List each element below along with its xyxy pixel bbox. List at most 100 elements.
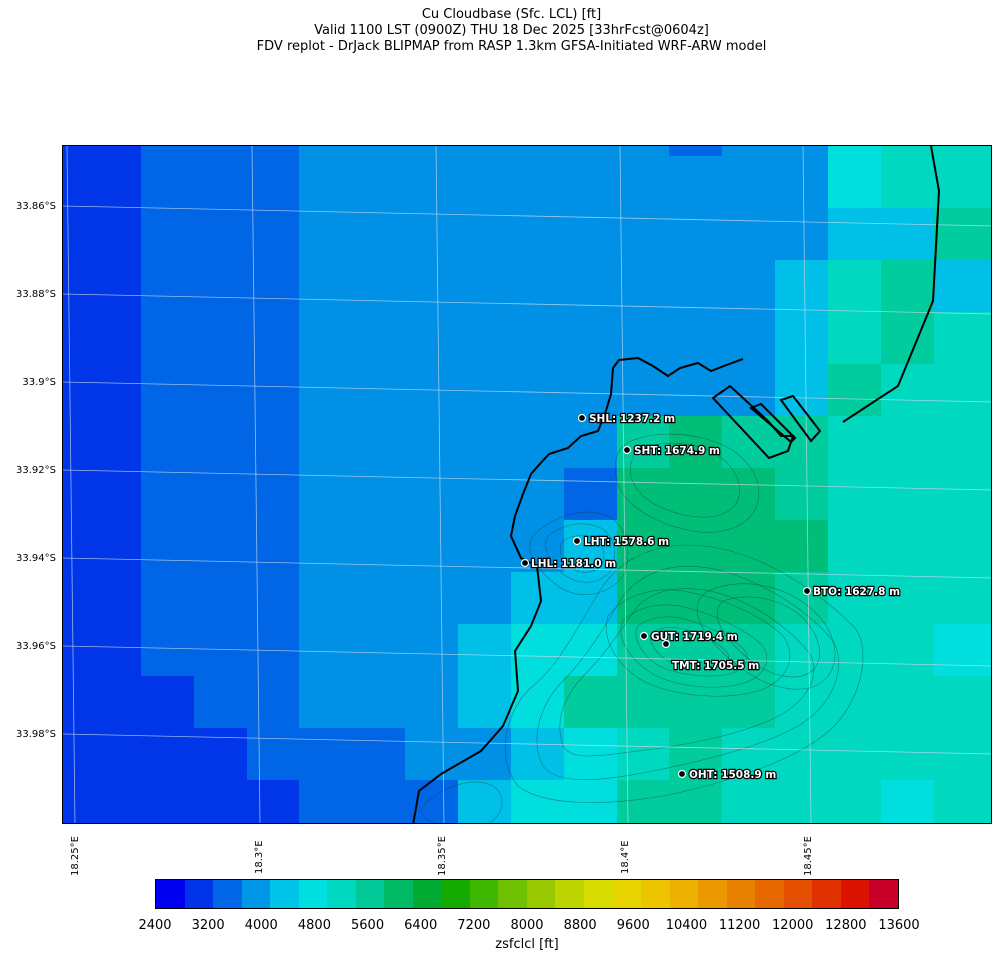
map-title: Cu Cloudbase (Sfc. LCL) [ft] Valid 1100 … (0, 7, 1001, 55)
grid-cell (775, 416, 829, 469)
grid-cell (722, 156, 776, 209)
grid-cell (511, 728, 565, 781)
grid-cell (352, 156, 406, 209)
colorbar-tick-label: 8800 (563, 918, 597, 933)
grid-cell (405, 156, 459, 209)
grid-cell (722, 728, 776, 781)
graticule-lines (63, 146, 991, 823)
station-label-lhl: LHL: 1181.0 m (531, 558, 616, 570)
colorbar-tick-label: 4800 (297, 918, 331, 933)
colorbar-tick-label: 9600 (616, 918, 650, 933)
grid-cell (405, 676, 459, 729)
grid-cell (141, 156, 195, 209)
station-marker-shl (577, 413, 587, 423)
grid-cell (247, 364, 300, 417)
grid-cell (511, 624, 565, 677)
colorbar-segment (384, 880, 413, 908)
colorbar-label: zsfclcl [ft] (495, 937, 559, 952)
grid-cell (775, 676, 829, 729)
grid-cell (564, 156, 618, 209)
colorbar-tick-label: 13600 (878, 918, 920, 933)
grid-cell (194, 364, 248, 417)
grid-cell (458, 624, 512, 677)
grid-cell (881, 156, 935, 209)
grid-cell (141, 676, 195, 729)
grid-cell (458, 728, 512, 781)
grid-cell (141, 572, 195, 625)
grid-cell (934, 364, 991, 417)
colorbar-tick-label: 10400 (665, 918, 708, 933)
grid-cell (63, 208, 142, 261)
colorbar-segment (840, 880, 870, 908)
grid-cell (352, 208, 406, 261)
grid-cell (352, 364, 406, 417)
grid-cell (775, 520, 829, 573)
grid-cell (617, 780, 670, 823)
grid-cell (669, 156, 723, 209)
grid-cell (63, 572, 142, 625)
grid-cell (405, 312, 459, 365)
grid-cell (458, 312, 512, 365)
grid-cell (194, 624, 248, 677)
grid-cell (405, 624, 459, 677)
grid-cell (722, 468, 776, 521)
grid-cell (194, 416, 248, 469)
grid-cell (722, 572, 776, 625)
grid-cell (828, 468, 882, 521)
grid-cell (194, 728, 248, 781)
station-label-lht: LHT: 1578.6 m (584, 536, 669, 548)
grid-cell (194, 468, 248, 521)
grid-cell (299, 312, 353, 365)
grid-cell (669, 416, 723, 469)
grid-cell (934, 520, 991, 573)
grid-cell (564, 520, 618, 573)
grid-cell (881, 312, 935, 365)
grid-cell (775, 728, 829, 781)
latitude-line (63, 733, 991, 755)
grid-cell (247, 520, 300, 573)
grid-cell (405, 416, 459, 469)
grid-cell (299, 676, 353, 729)
grid-cell (722, 676, 776, 729)
grid-cell (299, 468, 353, 521)
grid-cell (141, 208, 195, 261)
grid-cell (299, 156, 353, 209)
grid-cell (617, 364, 670, 417)
grid-cell (352, 416, 406, 469)
grid-cell (141, 416, 195, 469)
latitude-line (63, 645, 991, 667)
grid-cell (63, 520, 142, 573)
grid-cell (141, 312, 195, 365)
colorbar-tick-label: 8000 (510, 918, 544, 933)
grid-cell (934, 728, 991, 781)
latitude-line (63, 293, 991, 315)
title-line-1: Cu Cloudbase (Sfc. LCL) [ft] (421, 7, 602, 22)
grid-cell (247, 146, 300, 157)
grid-cell (828, 416, 882, 469)
colorbar-tick-label: 4000 (244, 918, 278, 933)
grid-cell (564, 260, 618, 313)
grid-cell (352, 728, 406, 781)
grid-cell (881, 676, 935, 729)
map-panel: SHL: 1237.2 m SHT: 1674.9 m LHT: 1578.6 m L… (62, 145, 992, 824)
grid-cell (564, 676, 618, 729)
grid-cell (352, 572, 406, 625)
grid-cell (564, 468, 618, 521)
grid-cell (511, 416, 565, 469)
station-marker-bto (802, 586, 812, 596)
grid-cell (247, 208, 300, 261)
grid-cell (617, 260, 670, 313)
grid-cell (564, 146, 618, 157)
grid-cell (934, 208, 991, 261)
grid-cell (141, 364, 195, 417)
terrain-contours (421, 433, 864, 823)
grid-cell (299, 208, 353, 261)
grid-cell (881, 624, 935, 677)
grid-cell (828, 364, 882, 417)
grid-cell (299, 416, 353, 469)
grid-cell (564, 572, 618, 625)
longitude-line (619, 146, 629, 823)
grid-cell (669, 364, 723, 417)
grid-cell (458, 780, 512, 823)
grid-cell (511, 312, 565, 365)
